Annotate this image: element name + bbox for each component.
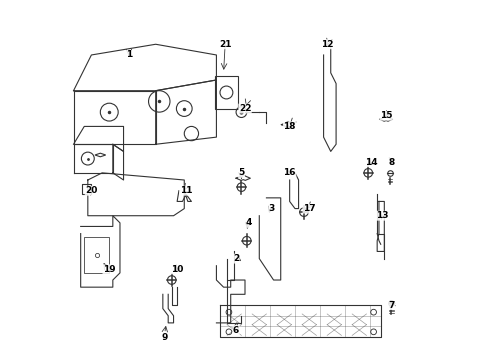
Text: 6: 6 [233,325,239,334]
Text: 5: 5 [238,168,245,177]
Text: 15: 15 [380,111,392,120]
Bar [215,76,238,109]
Text: 2: 2 [233,254,239,263]
Text: 20: 20 [85,186,98,195]
Text: 22: 22 [239,104,251,113]
Text: 10: 10 [171,265,183,274]
Text: 4: 4 [245,219,252,228]
Text: 21: 21 [219,40,232,49]
Text: 18: 18 [283,122,296,131]
Text: 19: 19 [103,265,116,274]
Text: 8: 8 [389,158,394,167]
Text: 12: 12 [321,40,333,49]
Text: 14: 14 [366,158,378,167]
Text: 13: 13 [376,211,389,220]
Text: 7: 7 [388,301,394,310]
Text: 1: 1 [126,50,132,59]
Text: 11: 11 [180,186,192,195]
Text: 3: 3 [269,204,275,213]
Text: 17: 17 [303,204,316,213]
Text: 16: 16 [283,168,296,177]
Bar [84,237,109,273]
Text: 9: 9 [161,333,168,342]
